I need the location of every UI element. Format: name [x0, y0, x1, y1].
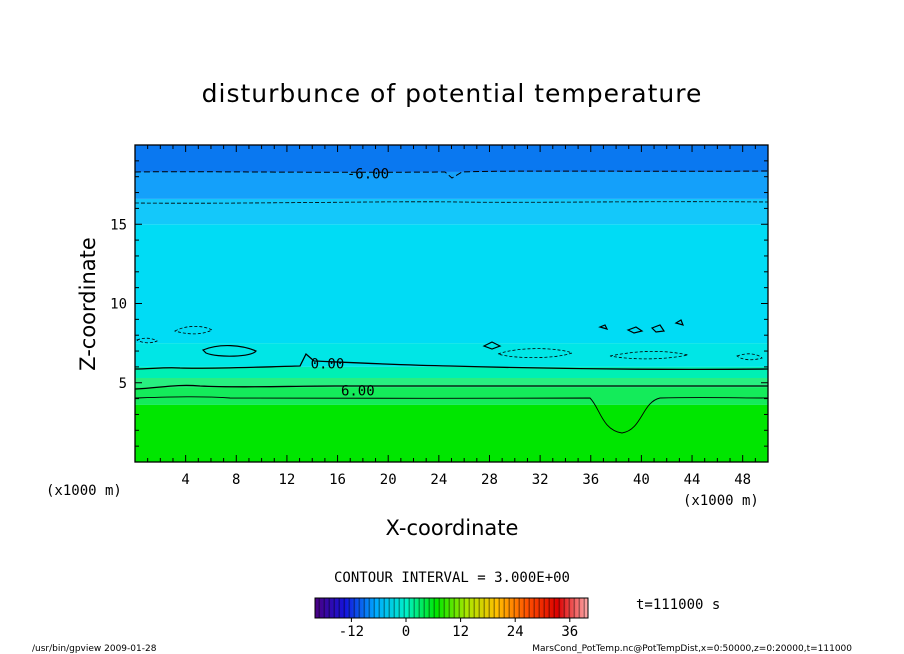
y-tick-label-15: 15	[110, 217, 127, 233]
contour-dashed-right	[609, 350, 689, 360]
contour-small-1	[482, 341, 502, 350]
y-tick-label-5: 5	[119, 376, 127, 392]
color-layer-2	[135, 377, 768, 388]
contour-zero	[135, 352, 768, 371]
color-layers	[135, 145, 768, 462]
x-tick-label-32: 32	[532, 472, 549, 488]
color-layer-0	[135, 404, 768, 462]
x-tick-label-12: 12	[278, 472, 295, 488]
colorbar-tick-label-1: 0	[402, 624, 410, 640]
contour-small-3	[650, 324, 666, 333]
colorbar-ticks: -12 0 12 24 36	[339, 618, 578, 640]
time-label: t=111000 s	[636, 597, 720, 613]
x-tick-label-40: 40	[633, 472, 650, 488]
colorbar-tick-label-4: 36	[561, 624, 578, 640]
contour-dashed-right2	[736, 353, 763, 361]
contour-dashed-left2	[136, 337, 158, 344]
x-tick-label-36: 36	[582, 472, 599, 488]
x-tick-label-20: 20	[380, 472, 397, 488]
color-layer-1	[135, 387, 768, 405]
color-layer-4	[135, 343, 768, 367]
x-tick-label-8: 8	[232, 472, 240, 488]
colorbar-tick-label-2: 12	[452, 624, 469, 640]
x-tick-label-28: 28	[481, 472, 498, 488]
y-tick-label-10: 10	[110, 297, 127, 313]
footer-right: MarsCond_PotTemp.nc@PotTempDist,x=0:5000…	[532, 644, 852, 654]
x-unit-left: (x1000 m)	[46, 483, 122, 499]
x-axis-label: X-coordinate	[386, 516, 519, 540]
color-layer-7	[135, 171, 768, 199]
contour-plus6-b	[135, 396, 768, 434]
colorbar-tick-label-3: 24	[507, 624, 524, 640]
colorbar-tick-label-0: -12	[339, 624, 364, 640]
color-layer-3	[135, 366, 768, 378]
contour-label-0: -6.00	[347, 167, 389, 183]
contour-label-2: 6.00	[341, 384, 375, 400]
contour-minus6-lower	[135, 201, 768, 204]
color-layer-6	[135, 198, 768, 225]
contour-small-4	[598, 324, 609, 330]
contour-labels: -6.00 0.00 6.00	[311, 167, 389, 400]
x-unit-right: (x1000 m)	[683, 493, 759, 509]
footer-left: /usr/bin/gpview 2009-01-28	[32, 644, 157, 654]
x-tick-label-4: 4	[181, 472, 189, 488]
contour-interval-label: CONTOUR INTERVAL = 3.000E+00	[334, 570, 570, 586]
chart-title: disturbunce of potential temperature	[202, 79, 703, 108]
plot-area: -6.00 0.00 6.00	[135, 145, 768, 462]
x-tick-label-24: 24	[430, 472, 447, 488]
contour-dashed-left	[173, 325, 213, 335]
color-layer-5	[135, 224, 768, 344]
x-tick-label-44: 44	[684, 472, 701, 488]
contour-small-5	[674, 319, 685, 326]
contour-label-1: 0.00	[311, 357, 345, 373]
contour-closed-left	[201, 345, 257, 357]
contour-minus6-upper	[135, 170, 768, 179]
x-tick-label-48: 48	[734, 472, 751, 488]
color-layer-8	[135, 145, 768, 172]
y-axis-label: Z-coordinate	[76, 237, 100, 371]
colorbar-stripes	[315, 598, 588, 618]
contour-small-2	[626, 326, 644, 334]
x-tick-label-16: 16	[329, 472, 346, 488]
